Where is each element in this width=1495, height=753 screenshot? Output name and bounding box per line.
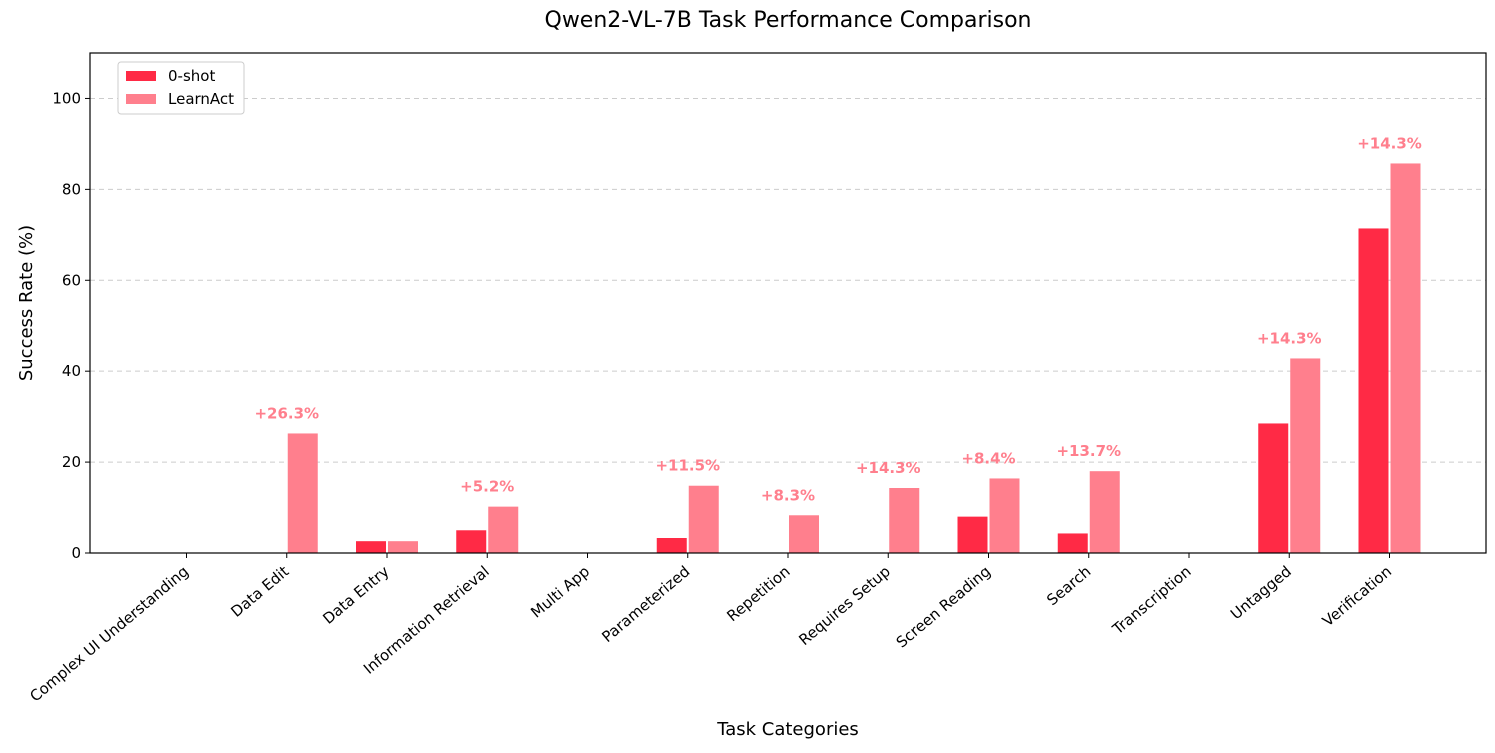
- grid-lines: [90, 97, 1486, 463]
- legend-swatch: [126, 71, 156, 81]
- y-axis-ticks: 0 20 40 60 80 100: [52, 89, 90, 562]
- bar-learnact: [1390, 163, 1421, 554]
- x-tick-label: Multi App: [527, 562, 593, 621]
- x-tick-label: Verification: [1319, 562, 1395, 630]
- bar-learnact: [889, 488, 920, 553]
- y-tick-label: 0: [71, 544, 81, 562]
- gain-annotation: +8.4%: [961, 449, 1015, 467]
- bar-0-shot: [957, 516, 988, 553]
- y-tick-label: 60: [62, 271, 81, 289]
- gain-annotation: +11.5%: [655, 457, 720, 475]
- bar-learnact: [688, 485, 719, 553]
- y-tick-label: 20: [62, 453, 81, 471]
- bar-0-shot: [1057, 533, 1088, 553]
- x-tick-label: Parameterized: [598, 562, 693, 646]
- y-tick-label: 80: [62, 180, 81, 198]
- legend: 0-shot LearnAct: [117, 61, 245, 115]
- x-tick-label: Data Entry: [319, 562, 392, 628]
- x-tick-label: Screen Reading: [893, 562, 994, 651]
- x-tick-label: Search: [1043, 562, 1094, 609]
- bar-learnact: [1089, 471, 1120, 553]
- legend-entry: LearnAct: [168, 90, 234, 108]
- bar-learnact: [789, 515, 819, 553]
- gain-annotation: +14.3%: [1257, 329, 1322, 347]
- legend-swatch: [126, 94, 156, 104]
- bar-learnact: [989, 478, 1020, 553]
- x-tick-label: Complex UI Understanding: [26, 562, 192, 705]
- x-tick-label: Transcription: [1108, 562, 1194, 638]
- gain-annotation: +14.3%: [1357, 134, 1422, 152]
- bars-group: [287, 163, 1421, 554]
- legend-entry: 0-shot: [168, 67, 215, 85]
- x-tick-label: Untagged: [1227, 562, 1295, 623]
- y-axis-label: Success Rate (%): [16, 225, 37, 381]
- x-axis-label: Task Categories: [716, 719, 859, 740]
- x-tick-label: Data Edit: [227, 562, 292, 621]
- bar-0-shot: [1258, 423, 1289, 553]
- bar-learnact: [488, 506, 519, 553]
- gain-annotation: +8.3%: [761, 486, 815, 504]
- y-tick-label: 100: [52, 89, 81, 107]
- bar-learnact: [287, 433, 318, 553]
- bar-0-shot: [656, 538, 687, 553]
- bar-0-shot: [356, 541, 386, 553]
- bar-0-shot: [456, 530, 487, 553]
- bar-learnact: [388, 541, 418, 553]
- gain-annotations: +26.3% +5.2% +11.5% +8.3% +14.3% +8.4% +13.7% +…: [254, 134, 1421, 504]
- bar-learnact: [1290, 358, 1321, 553]
- x-tick-label: Repetition: [723, 562, 793, 625]
- x-axis-ticks: Complex UI Understanding Data Edit Data En…: [26, 553, 1395, 705]
- gain-annotation: +26.3%: [254, 404, 319, 422]
- gain-annotation: +14.3%: [856, 459, 921, 477]
- x-tick-label: Requires Setup: [795, 562, 894, 649]
- gain-annotation: +13.7%: [1056, 442, 1121, 460]
- bar-0-shot: [1358, 228, 1389, 554]
- y-tick-label: 40: [62, 362, 81, 380]
- chart-title: Qwen2-VL-7B Task Performance Comparison: [545, 8, 1032, 33]
- gain-annotation: +5.2%: [460, 478, 514, 496]
